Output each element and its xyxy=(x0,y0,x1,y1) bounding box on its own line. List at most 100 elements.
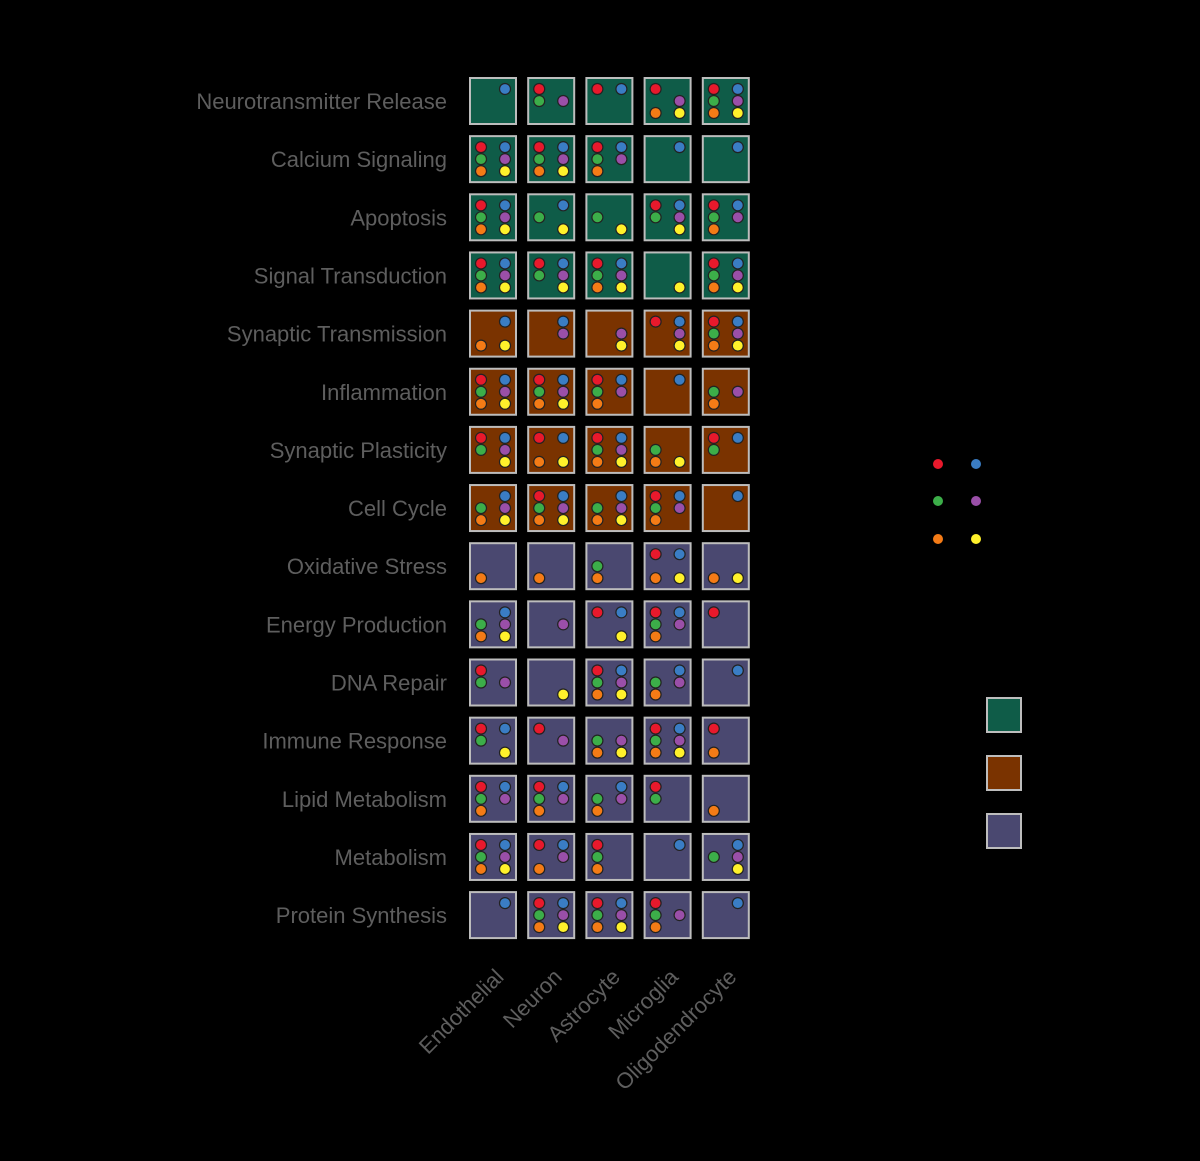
marker-dot-yellow xyxy=(498,223,512,236)
marker-dot-red xyxy=(649,780,662,793)
marker-dot-blue xyxy=(557,780,570,793)
marker-dot-blue xyxy=(557,257,570,270)
marker-dot-red xyxy=(591,257,604,270)
heatmap-cell xyxy=(585,135,634,184)
marker-dot-green xyxy=(591,792,604,805)
heatmap-cell xyxy=(469,77,517,125)
marker-dot-orange xyxy=(591,455,604,468)
marker-dot-red xyxy=(474,431,488,444)
marker-dot-purple xyxy=(498,385,512,398)
marker-dot-yellow xyxy=(498,397,512,410)
marker-dot-red xyxy=(533,838,546,852)
heatmap-cell xyxy=(643,600,692,649)
marker-dot-red xyxy=(533,82,546,96)
marker-dot-blue xyxy=(615,664,628,677)
marker-dot-blue xyxy=(731,257,744,270)
marker-dot-purple xyxy=(615,443,628,456)
marker-dot-blue xyxy=(673,664,686,677)
marker-dot-orange xyxy=(474,397,488,410)
marker-dot-orange xyxy=(591,920,604,934)
row-labels: Neurotransmitter Release Calcium Signalin… xyxy=(196,89,447,928)
marker-dot-blue xyxy=(615,780,628,793)
marker-dot-yellow xyxy=(498,746,512,759)
cell-background xyxy=(643,367,692,416)
marker-dot-blue xyxy=(498,82,512,96)
legend-marker-red xyxy=(933,459,943,469)
marker-dot-yellow xyxy=(557,455,570,468)
marker-dot-green xyxy=(474,269,488,282)
heatmap-cell xyxy=(643,193,692,242)
marker-dot-green xyxy=(707,850,720,864)
heatmap-cell xyxy=(585,77,634,125)
marker-dot-blue xyxy=(615,489,628,503)
marker-dot-red xyxy=(533,489,546,503)
row-label: Energy Production xyxy=(266,612,447,637)
marker-dot-blue xyxy=(498,141,512,154)
marker-dot-green xyxy=(649,734,662,747)
heatmap-cell xyxy=(643,832,692,881)
row-label: Synaptic Plasticity xyxy=(270,438,447,463)
marker-dot-red xyxy=(591,896,604,910)
marker-dot-blue xyxy=(673,373,686,386)
marker-dot-purple xyxy=(731,269,744,282)
marker-dot-yellow xyxy=(498,513,512,527)
heatmap-cell xyxy=(643,542,692,591)
row-label: Protein Synthesis xyxy=(276,903,447,928)
marker-dot-green xyxy=(591,560,604,573)
marker-dot-orange xyxy=(707,746,720,759)
marker-dot-blue xyxy=(673,489,686,503)
marker-dot-orange xyxy=(591,572,604,585)
marker-dot-purple xyxy=(498,443,512,456)
heatmap-cell xyxy=(701,891,750,940)
marker-dot-red xyxy=(533,373,546,386)
marker-dot-purple xyxy=(615,385,628,398)
marker-dot-purple xyxy=(557,153,570,166)
marker-dot-red xyxy=(591,373,604,386)
marker-dot-green xyxy=(474,153,488,166)
marker-dot-green xyxy=(649,676,662,689)
marker-dot-purple xyxy=(615,327,628,340)
heatmap-cell xyxy=(469,774,517,823)
marker-dot-green xyxy=(707,385,720,398)
marker-dot-purple xyxy=(731,385,744,398)
marker-dot-green xyxy=(591,734,604,747)
marker-dot-blue xyxy=(731,82,744,96)
marker-dot-blue xyxy=(498,373,512,386)
heatmap-cell xyxy=(469,600,517,649)
marker-dot-orange xyxy=(474,165,488,178)
marker-dot-orange xyxy=(533,920,546,934)
marker-dot-green xyxy=(474,618,488,631)
marker-dot-green xyxy=(591,501,604,515)
marker-dot-red xyxy=(474,257,488,270)
marker-dot-red xyxy=(474,199,488,212)
heatmap-cell xyxy=(527,658,576,707)
heatmap-cell xyxy=(701,135,750,184)
heatmap-cell xyxy=(469,367,517,416)
marker-dot-purple xyxy=(731,850,744,864)
marker-dot-red xyxy=(649,489,662,503)
marker-dot-green xyxy=(649,211,662,224)
legend-marker-orange xyxy=(933,534,943,544)
marker-dot-green xyxy=(533,501,546,515)
marker-dot-red xyxy=(474,838,488,852)
marker-dot-blue xyxy=(615,896,628,910)
marker-dot-green xyxy=(649,501,662,515)
marker-dot-blue xyxy=(731,896,744,910)
marker-dot-red xyxy=(533,722,546,735)
marker-dot-red xyxy=(591,838,604,852)
marker-dot-green xyxy=(707,327,720,340)
marker-dot-orange xyxy=(533,397,546,410)
marker-dot-yellow xyxy=(673,339,686,352)
marker-dot-red xyxy=(591,141,604,154)
marker-dot-purple xyxy=(673,676,686,689)
marker-dot-orange xyxy=(474,862,488,876)
marker-dot-green xyxy=(533,385,546,398)
marker-dot-purple xyxy=(498,211,512,224)
heatmap-cell xyxy=(585,716,634,765)
marker-dot-orange xyxy=(533,572,546,585)
row-label: DNA Repair xyxy=(331,671,447,696)
marker-dot-blue xyxy=(673,199,686,212)
heatmap-cell xyxy=(701,774,750,823)
heatmap-cell xyxy=(527,367,576,416)
heatmap-cell xyxy=(527,832,576,881)
